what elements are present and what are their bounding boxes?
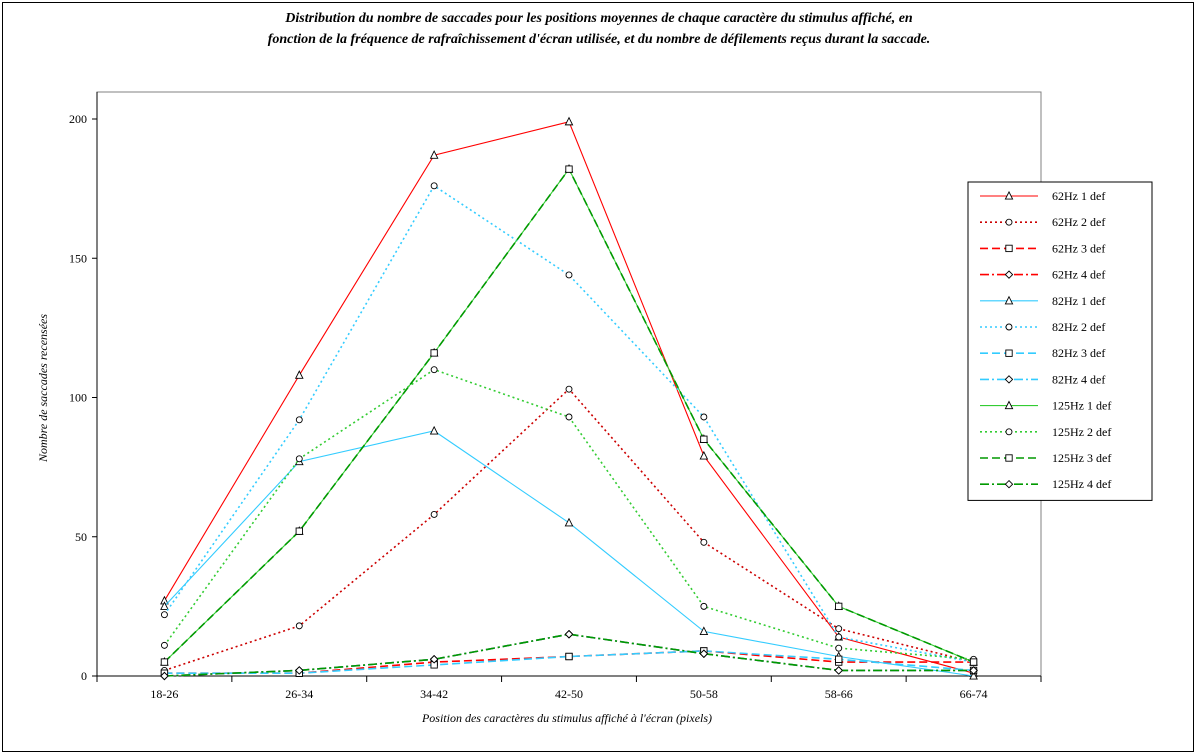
data-point [699,626,709,635]
legend-swatch-marker [1005,428,1013,436]
y-tick-label: 0 [81,669,87,683]
data-point [295,666,304,675]
data-point [294,370,304,379]
data-point [700,413,708,421]
x-axis-title: Position des caractères du stimulus affi… [421,711,712,725]
x-tick-label: 50-58 [690,687,718,701]
data-point [700,538,708,546]
series-125hz-4-def [160,629,978,681]
legend-swatch-marker [1005,323,1013,331]
legend-label: 62Hz 2 def [1052,215,1105,229]
x-tick-label: 42-50 [555,687,583,701]
data-point [295,416,303,424]
legend-swatch-marker [1004,479,1014,489]
legend-label: 62Hz 4 def [1052,268,1105,282]
data-point [699,649,709,658]
data-point [430,349,438,357]
data-point [564,116,574,126]
data-point [835,633,843,641]
chart-title-line-1: Distribution du nombre de saccades pour … [285,11,913,26]
data-point [564,517,574,527]
data-point [969,658,978,666]
data-point [834,666,843,675]
series-layer [160,116,978,681]
data-point [429,655,439,664]
legend-swatch-marker [1004,190,1014,200]
data-point [565,271,573,279]
data-point [160,611,168,619]
legend-label: 62Hz 3 def [1052,241,1105,255]
data-point [295,622,303,630]
y-tick-label: 50 [75,530,87,544]
chart-title-line-2: fonction de la fréquence de rafraîchisse… [267,32,931,47]
legend-swatch-marker [1004,270,1014,279]
legend-swatch-marker [1005,244,1013,253]
data-point [565,385,573,393]
data-point [835,655,843,663]
legend-label: 62Hz 1 def [1052,189,1105,203]
x-tick-label: 18-26 [150,687,178,701]
data-point [429,425,439,435]
data-point [295,527,303,535]
legend: 62Hz 1 def 62Hz 2 def 62Hz 3 def 62Hz 4 def… [967,181,1153,501]
series-125hz-3-def [160,165,978,666]
x-tick-label: 58-66 [825,687,853,701]
data-point [835,625,843,633]
data-point [969,670,978,680]
y-tick-label: 150 [69,251,87,265]
plot-area [96,91,1042,677]
data-point [295,455,303,463]
data-point [160,671,169,681]
data-point [700,435,708,443]
legend-swatch-marker [1005,454,1013,462]
x-tick-label: 26-34 [285,687,313,701]
data-point [160,641,168,649]
legend-swatch-marker [1005,349,1013,357]
y-tick-label: 200 [69,112,87,126]
data-point [565,165,573,173]
x-tick-label: 34-42 [420,687,448,701]
data-point [430,511,438,518]
legend-label: 125Hz 3 def [1052,451,1111,465]
legend-label: 82Hz 1 def [1052,294,1105,308]
legend-box [967,181,1153,501]
legend-swatch-marker [1004,400,1014,410]
legend-label: 125Hz 2 def [1052,425,1111,439]
legend-label: 125Hz 1 def [1052,399,1111,413]
legend-swatch-marker [1004,375,1014,384]
data-point [160,658,169,666]
legend-swatch-marker [1005,218,1013,226]
legend-label: 82Hz 2 def [1052,320,1105,334]
legend-swatch-marker [1004,295,1014,305]
data-point [430,366,438,374]
x-tick-label: 66-74 [960,687,988,701]
data-point [700,602,708,610]
legend-label: 82Hz 3 def [1052,346,1105,360]
data-point [969,666,978,675]
data-point [835,644,843,652]
data-point [564,629,574,639]
chart-title: Distribution du nombre de saccades pour … [0,8,1198,50]
y-axis-title: Nombre de saccades recensées [36,314,50,463]
y-tick-label: 100 [69,391,87,405]
axes: 0 50 100 150 200 18-26 26-34 34-42 42-50 50-58 58-… [69,92,1042,701]
data-point [699,450,709,460]
data-point [565,652,573,661]
data-point [565,413,573,421]
data-point [835,602,843,611]
legend-label: 125Hz 4 def [1052,477,1111,491]
data-point [160,601,169,610]
data-point [429,150,439,159]
legend-label: 82Hz 4 def [1052,372,1105,386]
data-point [430,182,438,190]
